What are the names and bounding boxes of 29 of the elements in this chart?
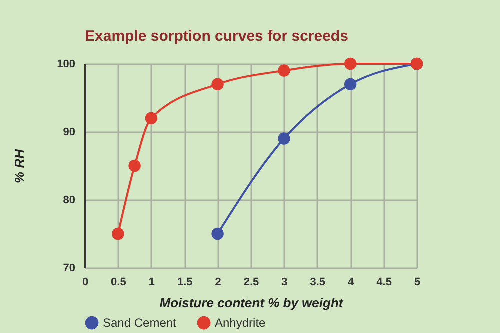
x-tick-label: 3.5 [310,276,326,288]
y-tick-label: 90 [63,126,76,138]
y-tick-label: 100 [57,58,76,70]
point [344,58,357,70]
x-tick-label: 0 [82,276,89,288]
legend-label: Anhydrite [215,316,266,330]
y-axis-title: % RH [12,148,28,184]
x-tick-label: 4 [348,276,356,288]
point [112,228,124,240]
y-tick-label: 80 [63,194,76,206]
point [145,112,158,125]
x-tick-label: 1 [148,276,155,288]
x-tick-label: 5 [414,276,421,288]
point [278,132,290,145]
point [212,228,224,240]
point [212,78,224,91]
y-tick-label: 70 [63,262,76,274]
point [128,160,141,172]
point [344,78,357,91]
x-tick-label: 3 [282,276,288,288]
x-tick-label: 1.5 [177,276,193,288]
x-tick-label: 4.5 [376,276,392,288]
point [278,64,290,77]
x-tick-label: 2.5 [244,276,260,288]
x-tick-label: 0.5 [111,276,126,288]
x-axis-title: Moisture content % by weight [160,296,344,310]
legend-label: Sand Cement [103,316,178,330]
chart-title: Example sorption curves for screeds [85,28,348,45]
x-tick-label: 2 [215,276,222,288]
